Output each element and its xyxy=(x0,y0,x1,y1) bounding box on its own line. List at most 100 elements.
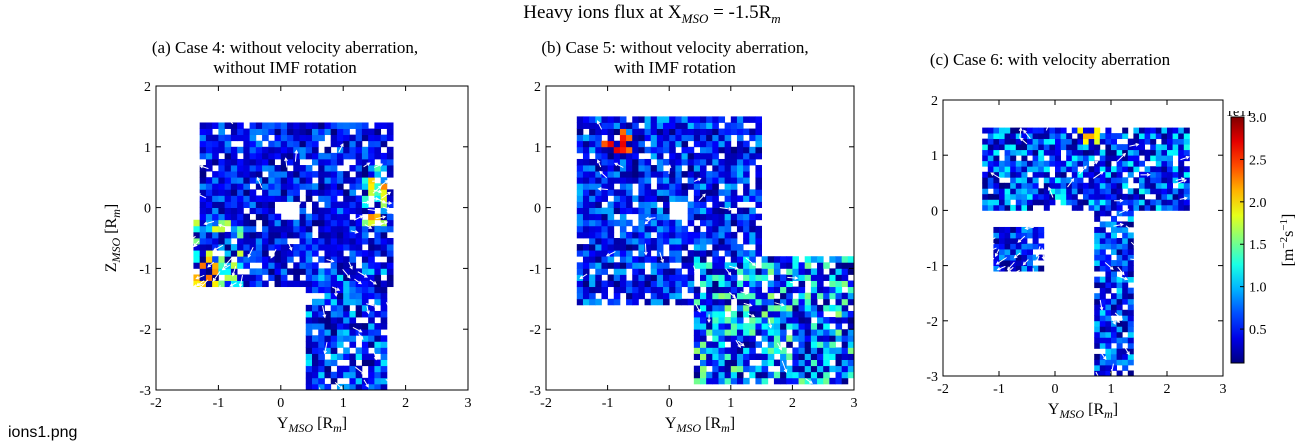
heatmap-cell xyxy=(829,329,836,336)
heatmap-cell xyxy=(1150,171,1157,178)
heatmap-cell xyxy=(804,274,812,281)
heatmap-cell xyxy=(312,238,319,245)
heatmap-cell xyxy=(982,171,989,178)
heatmap-cell xyxy=(786,353,793,360)
heatmap-cell xyxy=(305,310,313,318)
heatmap-cell xyxy=(368,341,375,348)
heatmap-cell xyxy=(1133,160,1140,167)
heatmap-cell xyxy=(595,128,602,136)
heatmap-cell xyxy=(755,128,762,136)
heatmap-cell xyxy=(1094,282,1101,289)
heatmap-cell xyxy=(730,371,738,379)
quiver-arrow xyxy=(357,271,368,278)
heatmap-cell xyxy=(368,329,375,336)
heatmap-cell xyxy=(224,231,232,239)
heatmap-cell xyxy=(243,231,250,239)
heatmap-cell xyxy=(700,122,707,129)
heatmap-cell xyxy=(312,341,319,348)
quiver-arrow xyxy=(774,302,784,306)
heatmap-cell xyxy=(681,280,689,288)
heatmap-cell xyxy=(212,207,219,215)
heatmap-cell xyxy=(743,323,750,330)
heatmap-cell xyxy=(336,158,344,166)
heatmap-cell xyxy=(1083,144,1089,151)
quiver-arrow xyxy=(324,342,328,354)
heatmap-cell xyxy=(361,128,369,136)
heatmap-cell xyxy=(230,225,238,233)
heatmap-cell xyxy=(1027,226,1033,233)
heatmap-cell xyxy=(712,116,719,123)
heatmap-cell xyxy=(318,238,325,245)
quiver-arrow-head xyxy=(744,291,749,295)
quiver-arrow-head xyxy=(1102,356,1107,361)
heatmap-cell xyxy=(374,310,382,318)
heatmap-cell xyxy=(336,238,344,245)
heatmap-cell xyxy=(355,383,363,391)
heatmap-cell xyxy=(693,213,701,221)
heatmap-cell xyxy=(368,158,375,166)
heatmap-cell xyxy=(1071,155,1078,162)
heatmap-cell xyxy=(650,213,658,221)
heatmap-cell xyxy=(1111,243,1117,250)
heatmap-cell xyxy=(718,280,726,288)
heatmap-cell xyxy=(312,353,319,360)
heatmap-cell xyxy=(199,128,207,136)
heatmap-cell xyxy=(644,146,652,154)
heatmap-cell xyxy=(1004,226,1011,233)
heatmap-cell xyxy=(656,274,664,281)
heatmap-cell xyxy=(632,274,639,281)
heatmap-cell xyxy=(212,195,219,202)
heatmap-cell xyxy=(706,341,713,348)
heatmap-cell xyxy=(810,371,818,379)
heatmap-cell xyxy=(299,238,307,245)
heatmap-cell xyxy=(663,122,670,129)
heatmap-cell xyxy=(274,195,282,202)
heatmap-cell xyxy=(1015,260,1022,266)
heatmap-cell xyxy=(1038,127,1045,134)
heatmap-cell xyxy=(1133,133,1140,140)
heatmap-cell xyxy=(650,134,658,142)
heatmap-cell xyxy=(305,304,313,312)
heatmap-cell xyxy=(712,134,719,142)
heatmap-cell xyxy=(823,347,830,354)
heatmap-cell xyxy=(656,292,664,300)
heatmap-cell xyxy=(607,201,615,208)
heatmap-cell xyxy=(1004,171,1011,178)
heatmap-cell xyxy=(1004,166,1011,173)
heatmap-cell xyxy=(700,116,707,123)
heatmap-cell xyxy=(1105,271,1112,278)
heatmap-cell xyxy=(749,341,756,348)
heatmap-cell xyxy=(749,310,756,318)
heatmap-cell xyxy=(663,225,670,233)
quiver-arrow-head xyxy=(322,314,327,319)
heatmap-cell xyxy=(712,238,719,245)
heatmap-cell xyxy=(755,122,762,129)
quiver-arrow-head xyxy=(1119,222,1124,227)
heatmap-cell xyxy=(755,183,762,190)
heatmap-cell xyxy=(1066,199,1073,206)
heatmap-cell xyxy=(343,171,350,178)
heatmap-cell xyxy=(249,256,257,263)
heatmap-cell xyxy=(804,298,812,306)
heatmap-cell xyxy=(361,353,369,360)
heatmap-cell xyxy=(1133,127,1140,134)
heatmap-cell xyxy=(299,219,307,227)
heatmap-cell xyxy=(644,244,652,251)
heatmap-cell xyxy=(669,238,676,245)
heatmap-cell xyxy=(792,256,799,263)
heatmap-cell xyxy=(1105,171,1112,178)
heatmap-cell xyxy=(687,298,695,306)
heatmap-cell xyxy=(817,262,824,269)
heatmap-cell xyxy=(1038,155,1045,162)
quiver-arrow xyxy=(733,294,737,302)
heatmap-cell xyxy=(700,183,707,190)
heatmap-cell xyxy=(999,238,1005,244)
heatmap-cell xyxy=(743,207,750,215)
quiver-arrow xyxy=(287,242,293,251)
heatmap-cell xyxy=(343,225,350,233)
heatmap-cell xyxy=(299,225,307,233)
heatmap-cell xyxy=(718,231,726,239)
heatmap-cell xyxy=(1099,265,1106,272)
heatmap-cell xyxy=(829,292,836,300)
heatmap-cell xyxy=(755,292,762,300)
